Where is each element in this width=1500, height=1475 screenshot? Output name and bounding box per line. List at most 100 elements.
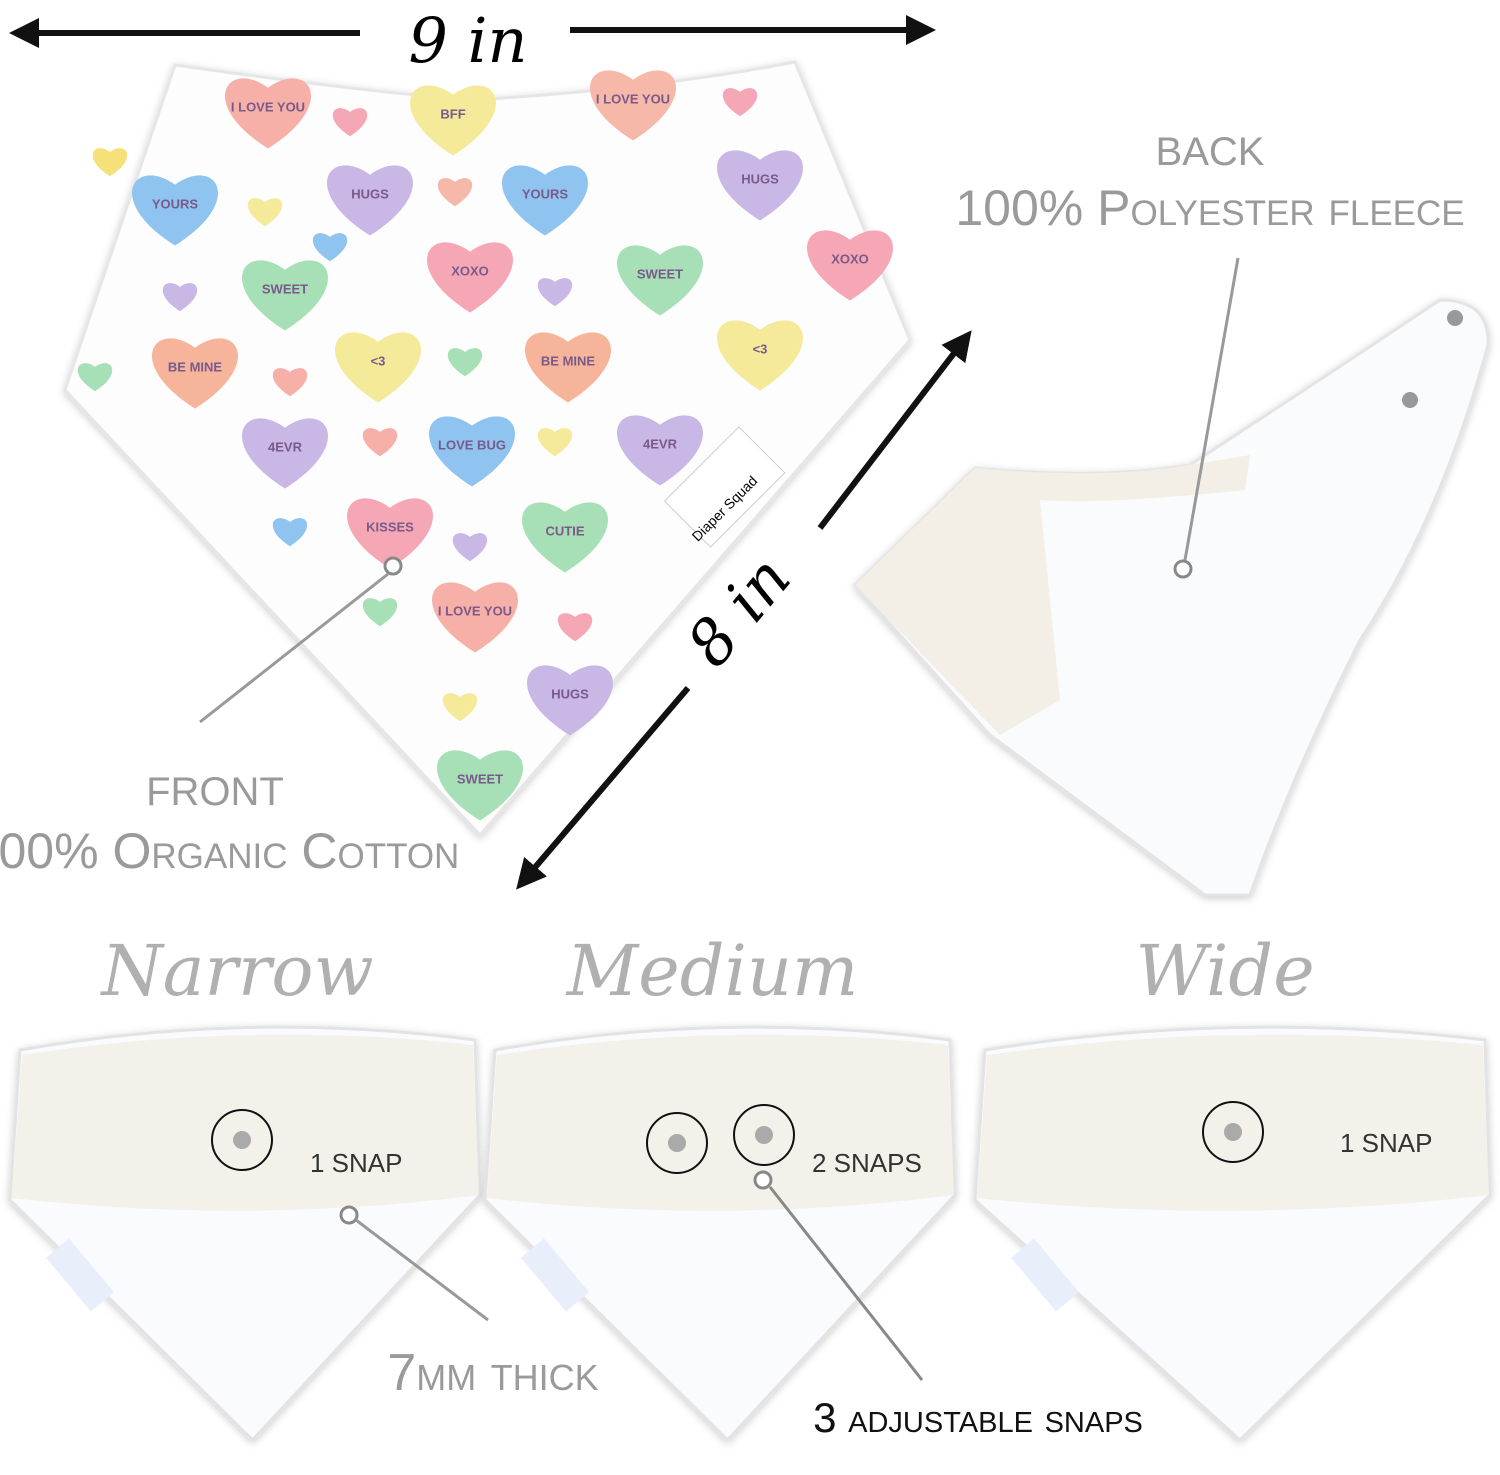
- snap: [755, 1126, 773, 1144]
- heart-shape: [429, 416, 515, 487]
- heart-shape: [242, 260, 328, 331]
- heart-text: HUGS: [351, 186, 389, 201]
- front-material: 100% Organic Cotton: [0, 823, 459, 879]
- snap: [668, 1134, 686, 1152]
- small-heart: [272, 368, 308, 397]
- heart-text: I LOVE YOU: [438, 603, 512, 618]
- heart-shape: [717, 150, 803, 221]
- heart-shape: [617, 415, 703, 486]
- callout-dot: [339, 1205, 359, 1225]
- heart-shape: [327, 165, 413, 236]
- heart: SWEET: [617, 245, 703, 316]
- small-heart: [162, 283, 198, 312]
- heart: I LOVE YOU: [225, 78, 311, 149]
- heart-shape: [335, 332, 421, 403]
- care-label: [521, 1238, 589, 1312]
- heart: I LOVE YOU: [590, 70, 676, 141]
- heart-text: BFF: [440, 106, 465, 121]
- small-heart: [437, 178, 473, 207]
- small-heart: [312, 233, 348, 262]
- heart-shape: [432, 582, 518, 653]
- heart-shape: [437, 750, 523, 821]
- heart-shape: [225, 78, 311, 149]
- heart-text: HUGS: [741, 171, 779, 186]
- heart: YOURS: [502, 165, 588, 236]
- small-heart: [442, 693, 478, 722]
- heart-text: HUGS: [551, 686, 589, 701]
- size-name: Wide: [1135, 930, 1314, 1012]
- tag: [663, 426, 786, 548]
- heart: <3: [717, 320, 803, 391]
- heart: YOURS: [132, 175, 218, 246]
- size-name: Narrow: [100, 930, 374, 1012]
- heart: LOVE BUG: [429, 416, 515, 487]
- heart: I LOVE YOU: [432, 582, 518, 653]
- heart: SWEET: [437, 750, 523, 821]
- heart-text: YOURS: [522, 186, 569, 201]
- heart-text: 4EVR: [643, 436, 678, 451]
- heart-text: I LOVE YOU: [231, 99, 305, 114]
- small-heart: [722, 88, 758, 117]
- size-name: Medium: [565, 930, 859, 1012]
- back-heading: BACK: [1156, 130, 1265, 174]
- heart: HUGS: [527, 665, 613, 736]
- heart-shape: [347, 498, 433, 569]
- heart-shape: [410, 85, 496, 156]
- heart-shape: [527, 665, 613, 736]
- heart: SWEET: [242, 260, 328, 331]
- heart-shape: [717, 320, 803, 391]
- width-label: 9 in: [409, 4, 528, 77]
- heart-shape: [427, 242, 513, 313]
- back-bib: [852, 298, 1490, 897]
- heart-shape: [617, 245, 703, 316]
- small-heart: [447, 348, 483, 377]
- heart-text: BE MINE: [541, 353, 596, 368]
- pattern-strip: [855, 455, 1250, 735]
- heart: <3: [335, 332, 421, 403]
- snap: [1402, 392, 1418, 408]
- heart-text: LOVE BUG: [438, 437, 506, 452]
- small-heart: [77, 363, 113, 392]
- small-heart: [92, 148, 128, 177]
- heart: BE MINE: [525, 332, 611, 403]
- heart-shape: [807, 230, 893, 301]
- heart-text: KISSES: [366, 519, 414, 534]
- heart: CUTIE: [522, 502, 608, 573]
- heart-text: SWEET: [637, 266, 683, 281]
- sizes: Narrow 1 SNAP Medium 2 SNAPS Wide 1 SNAP: [8, 930, 1492, 1443]
- heart: BE MINE: [152, 338, 238, 409]
- heart-text: BE MINE: [168, 359, 223, 374]
- heart-text: YOURS: [152, 196, 199, 211]
- small-heart: [332, 108, 368, 137]
- back-material: 100% Polyester fleece: [955, 180, 1464, 236]
- small-heart: [362, 598, 398, 627]
- heart: HUGS: [327, 165, 413, 236]
- heart-text: SWEET: [262, 281, 308, 296]
- heart-text: <3: [753, 341, 768, 356]
- heart: HUGS: [717, 150, 803, 221]
- heart-shape: [590, 70, 676, 141]
- small-heart: [537, 428, 573, 457]
- callout-dot: [1173, 559, 1193, 579]
- arrow: [817, 330, 972, 530]
- small-heart: [537, 278, 573, 307]
- snaps-callout: 3 adjustable snaps: [813, 1394, 1143, 1441]
- small-heart: [247, 198, 283, 227]
- heart-text: XOXO: [451, 263, 489, 278]
- callout-line: [355, 1218, 489, 1322]
- callout-dot: [383, 556, 403, 576]
- callout-dot: [753, 1170, 773, 1190]
- small-heart: [557, 613, 593, 642]
- small-heart: [272, 518, 308, 547]
- snap-ring: [733, 1104, 795, 1166]
- callout-line: [1183, 257, 1240, 561]
- snap-ring: [646, 1112, 708, 1174]
- bib-pattern: [977, 1034, 1489, 1211]
- snap: [1447, 310, 1463, 326]
- heart-text: 4EVR: [268, 439, 303, 454]
- hearts: I LOVE YOU BFF I LOVE YOU YOURS HUGS YOURS HUG…: [77, 70, 893, 821]
- heart-text: I LOVE YOU: [596, 91, 670, 106]
- heart: BFF: [410, 85, 496, 156]
